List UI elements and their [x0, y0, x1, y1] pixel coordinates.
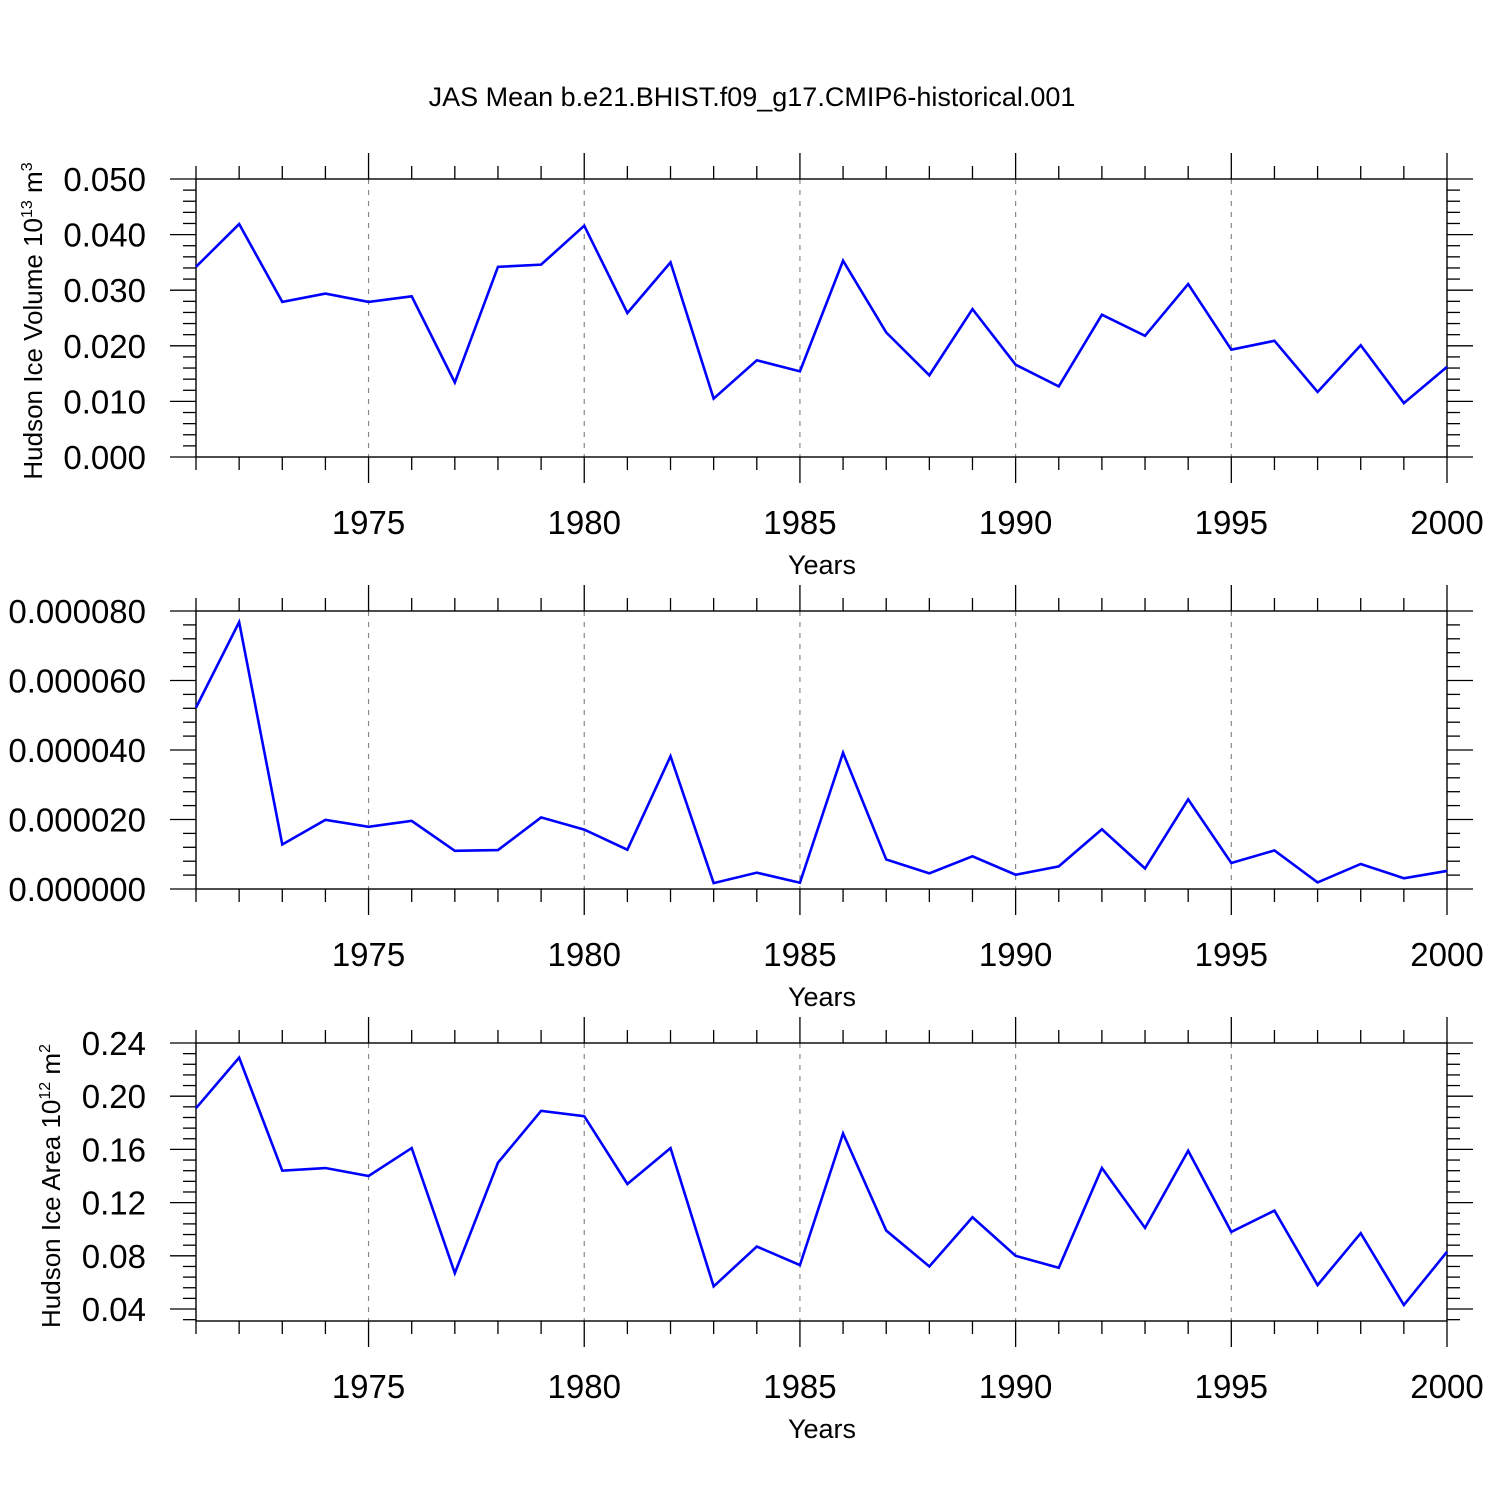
area-panel: Hudson Ice Area 1012 m2 Years 0.04 0.08 0.… [36, 1017, 1484, 1444]
x-tick-label: 1975 [332, 1368, 405, 1405]
y-tick-label: 0.020 [63, 328, 146, 365]
y-tick-label: 0.12 [82, 1185, 146, 1222]
y-tick-label: 0.000040 [8, 732, 146, 769]
y-tick-label: 0.050 [63, 161, 146, 198]
y-axis-label: Hudson Ice Volume 1013 m3 [18, 162, 48, 479]
x-tick-label: 1995 [1195, 1368, 1268, 1405]
x-tick-label: 1995 [1195, 504, 1268, 541]
x-axis-label: Years [788, 550, 856, 580]
x-tick-label: 1980 [548, 504, 621, 541]
ratio-panel: Years 0.000000 0.000020 0.000040 0.000060 0.… [8, 585, 1484, 1012]
x-tick-label: 2000 [1410, 936, 1483, 973]
x-tick-label: 1985 [763, 504, 836, 541]
x-tick-label: 1985 [763, 936, 836, 973]
series-line [195, 1055, 1449, 1308]
y-tick-label: 0.000020 [8, 802, 146, 839]
x-tick-label: 2000 [1410, 1368, 1483, 1405]
y-tick-label: 0.000000 [8, 871, 146, 908]
x-tick-label: 1990 [979, 936, 1052, 973]
y-tick-label: 0.24 [82, 1025, 146, 1062]
plot-frame [195, 610, 1448, 890]
y-tick-label: 0.20 [82, 1078, 146, 1115]
x-tick-label: 1975 [332, 504, 405, 541]
y-tick-label: 0.000 [63, 439, 146, 476]
y-tick-label: 0.000080 [8, 593, 146, 630]
y-tick-label: 0.08 [82, 1238, 146, 1275]
y-axis-label: Hudson Ice Area 1012 m2 [36, 1044, 66, 1328]
figure-title: JAS Mean b.e21.BHIST.f09_g17.CMIP6-histo… [429, 82, 1076, 112]
series-line [194, 618, 1448, 885]
x-tick-label: 2000 [1410, 504, 1483, 541]
plot-frame [195, 1042, 1448, 1322]
plot-frame [195, 178, 1448, 458]
y-tick-label: 0.030 [63, 272, 146, 309]
x-tick-label: 1980 [548, 936, 621, 973]
y-tick-label: 0.04 [82, 1291, 146, 1328]
x-tick-label: 1995 [1195, 936, 1268, 973]
x-axis-label: Years [788, 982, 856, 1012]
volume-panel: Hudson Ice Volume 1013 m3 Years 0.000 0.0… [18, 153, 1484, 580]
x-tick-label: 1980 [548, 1368, 621, 1405]
series-line [195, 221, 1448, 405]
x-tick-label: 1985 [763, 1368, 836, 1405]
y-tick-label: 0.16 [82, 1131, 146, 1168]
x-axis-label: Years [788, 1414, 856, 1444]
x-tick-label: 1975 [332, 936, 405, 973]
x-tick-label: 1990 [979, 504, 1052, 541]
y-tick-label: 0.000060 [8, 663, 146, 700]
y-tick-label: 0.010 [63, 383, 146, 420]
y-tick-label: 0.040 [63, 217, 146, 254]
x-tick-label: 1990 [979, 1368, 1052, 1405]
